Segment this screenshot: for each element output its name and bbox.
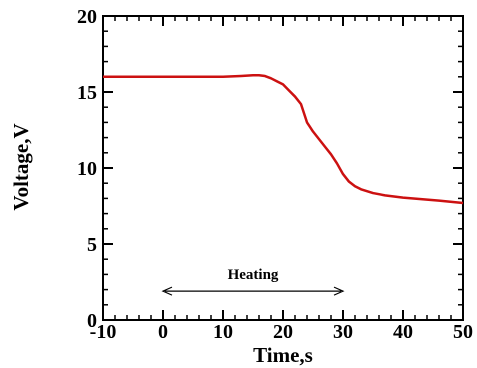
x-tick-label: 30 bbox=[333, 321, 353, 343]
heating-arrow-left-head bbox=[161, 286, 173, 296]
heating-arrow-right-head bbox=[333, 286, 345, 296]
y-tick-label: 0 bbox=[87, 310, 97, 332]
x-tick-label: 50 bbox=[453, 321, 473, 343]
y-tick-label: 20 bbox=[77, 6, 97, 28]
x-tick-label: 20 bbox=[273, 321, 293, 343]
heating-label: Heating bbox=[228, 267, 279, 283]
x-tick-label: -10 bbox=[90, 321, 117, 343]
x-tick-label: 0 bbox=[158, 321, 168, 343]
y-axis-title: Voltage,V bbox=[9, 123, 33, 210]
x-tick-label: 10 bbox=[213, 321, 233, 343]
voltage-series-line bbox=[103, 74, 464, 205]
y-tick-label: 5 bbox=[87, 234, 97, 256]
y-tick-label: 15 bbox=[77, 82, 97, 104]
x-tick-label: 40 bbox=[393, 321, 413, 343]
plot-frame bbox=[102, 15, 464, 321]
x-axis-title: Time,s bbox=[253, 343, 313, 367]
y-tick-label: 10 bbox=[77, 158, 97, 180]
